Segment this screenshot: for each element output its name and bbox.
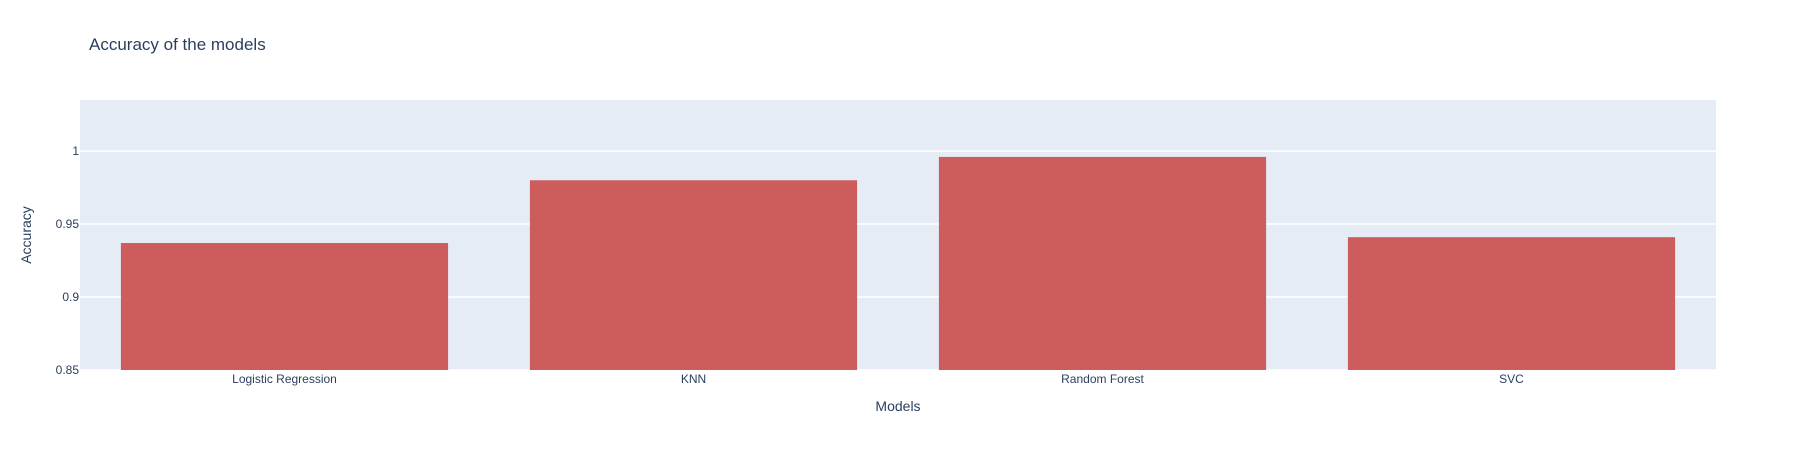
x-tick-label: KNN bbox=[681, 372, 706, 386]
x-axis-ticks: Logistic Regression KNN Random Forest SVC bbox=[232, 372, 1524, 386]
x-tick-label: Random Forest bbox=[1061, 372, 1144, 386]
y-axis-title: Accuracy bbox=[18, 206, 34, 264]
bar-svc[interactable] bbox=[1347, 237, 1676, 370]
chart-title: Accuracy of the models bbox=[89, 35, 266, 54]
y-tick-label: 0.95 bbox=[56, 217, 80, 231]
y-axis-ticks: 0.85 0.9 0.95 1 bbox=[56, 144, 80, 377]
x-tick-label: SVC bbox=[1499, 372, 1524, 386]
bar-logistic-regression[interactable] bbox=[120, 243, 449, 370]
y-tick-label: 0.9 bbox=[62, 290, 79, 304]
x-tick-label: Logistic Regression bbox=[232, 372, 337, 386]
bars bbox=[120, 156, 1676, 370]
y-tick-label: 0.85 bbox=[56, 363, 80, 377]
bar-random-forest[interactable] bbox=[938, 156, 1267, 370]
x-axis-title: Models bbox=[875, 398, 920, 414]
y-tick-label: 1 bbox=[72, 144, 79, 158]
bar-knn[interactable] bbox=[529, 180, 858, 370]
